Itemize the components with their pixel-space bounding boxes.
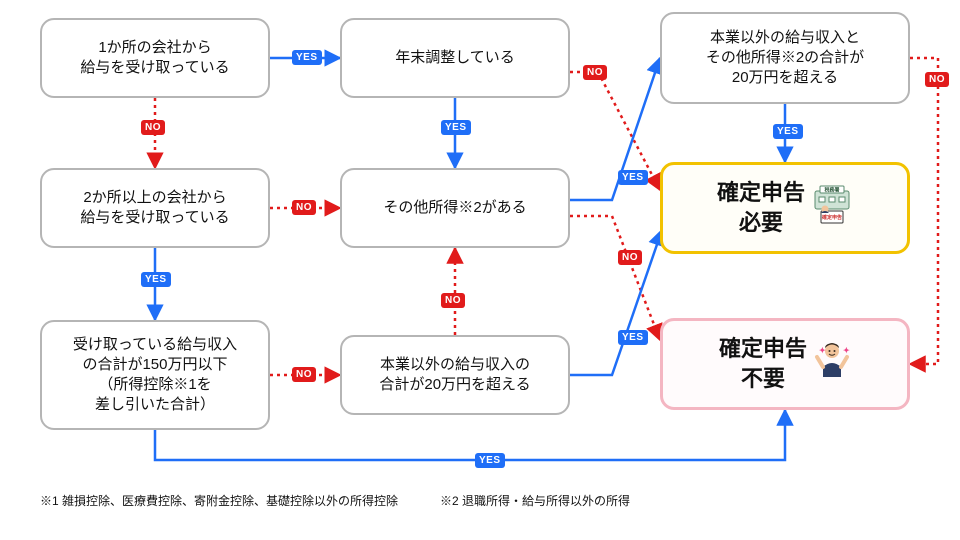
tag-no: NO — [141, 120, 165, 135]
edge-b2_no — [570, 216, 660, 340]
tag-yes: YES — [292, 50, 322, 65]
edge-b3_yes — [570, 230, 662, 375]
tag-yes: YES — [773, 124, 803, 139]
tag-no: NO — [618, 250, 642, 265]
node-not-need-filing: 確定申告不要 ✦ ✦ — [660, 318, 910, 410]
edge-c1_no — [910, 58, 938, 364]
tag-no: NO — [583, 65, 607, 80]
tag-no: NO — [292, 200, 316, 215]
node-year-end-adjust: 年末調整している — [340, 18, 570, 98]
tag-yes: YES — [618, 330, 648, 345]
tag-yes: YES — [441, 120, 471, 135]
happy-person-icon: ✦ ✦ — [813, 339, 851, 389]
need-filing-text: 確定申告必要 — [717, 178, 805, 237]
taxoffice-icon: 税務署 確定申告 — [811, 183, 853, 233]
node-side-salary-over20: 本業以外の給与収入の合計が20万円を超える — [340, 335, 570, 415]
footnote-2: ※2 退職所得・給与所得以外の所得 — [440, 492, 630, 509]
svg-text:✦: ✦ — [843, 346, 850, 355]
node-need-filing: 確定申告必要 税務署 確定申告 — [660, 162, 910, 254]
node-has-other-income: その他所得※2がある — [340, 168, 570, 248]
node-other-income-over20: 本業以外の給与収入とその他所得※2の合計が20万円を超える — [660, 12, 910, 104]
tag-yes: YES — [141, 272, 171, 287]
tag-no: NO — [441, 293, 465, 308]
not-need-text: 確定申告不要 — [719, 334, 807, 393]
footnote-1: ※1 雑損控除、医療費控除、寄附金控除、基礎控除以外の所得控除 — [40, 492, 398, 509]
svg-text:税務署: 税務署 — [823, 187, 839, 194]
tag-yes: YES — [475, 453, 505, 468]
node-salary-under-150: 受け取っている給与収入の合計が150万円以下（所得控除※1を差し引いた合計） — [40, 320, 270, 430]
tag-no: NO — [925, 72, 949, 87]
node-two-companies: 2か所以上の会社から給与を受け取っている — [40, 168, 270, 248]
node-one-company: 1か所の会社から給与を受け取っている — [40, 18, 270, 98]
tag-no: NO — [292, 367, 316, 382]
tag-yes: YES — [618, 170, 648, 185]
svg-text:確定申告: 確定申告 — [821, 214, 842, 221]
svg-text:✦: ✦ — [819, 346, 826, 355]
